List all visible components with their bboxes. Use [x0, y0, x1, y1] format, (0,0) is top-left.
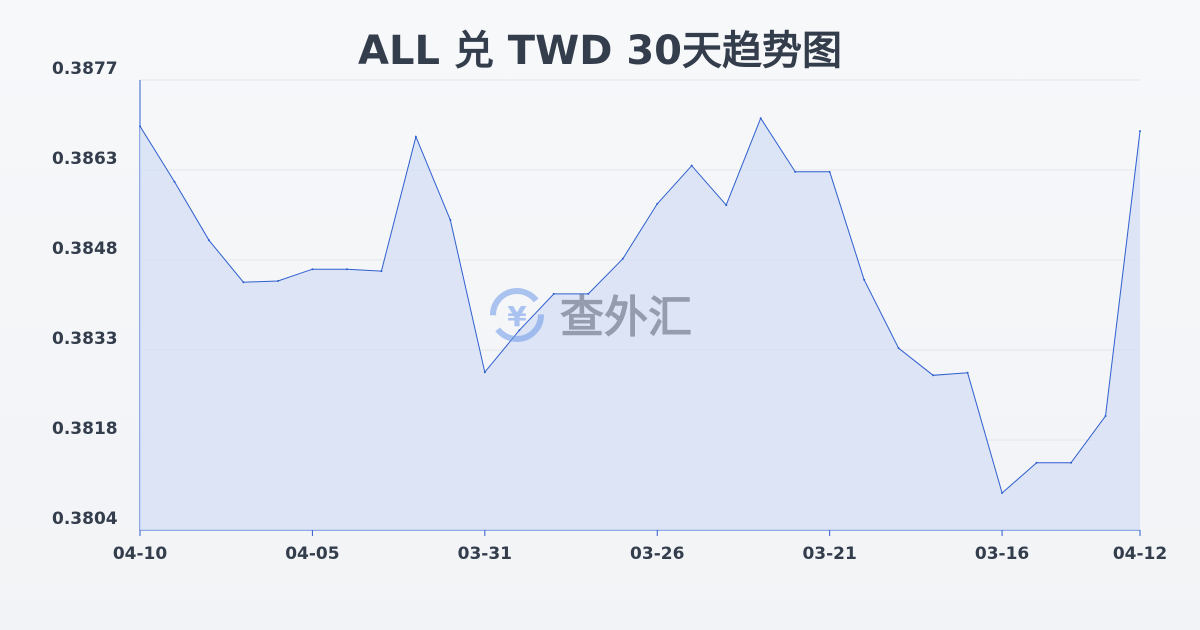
data-point	[483, 371, 486, 374]
data-point	[656, 202, 659, 205]
data-point	[242, 281, 245, 284]
data-points	[139, 117, 1141, 495]
series-area	[140, 118, 1140, 530]
chart-title: ALL 兑 TWD 30天趋势图	[358, 28, 842, 74]
watermark: ¥ 查外汇	[490, 288, 692, 343]
data-point	[897, 347, 900, 350]
x-tick-label: 04-10	[113, 544, 168, 564]
data-point	[518, 329, 521, 332]
x-tick-label: 03-16	[975, 544, 1029, 564]
data-point	[380, 270, 383, 273]
x-tick-label: 04-05	[285, 544, 339, 564]
x-tick-label: 04-12	[1113, 544, 1167, 564]
data-point	[552, 292, 555, 295]
y-tick-label: 0.3877	[52, 59, 118, 79]
data-point	[863, 278, 866, 281]
data-point	[690, 164, 693, 167]
data-point	[587, 292, 590, 295]
watermark-text: 查外汇	[560, 292, 692, 343]
series-line	[139, 117, 1141, 494]
y-tick-label: 0.3818	[52, 419, 118, 439]
data-point	[173, 180, 176, 183]
data-point	[449, 218, 452, 221]
data-point	[759, 117, 762, 120]
y-tick-label: 0.3804	[52, 509, 118, 529]
data-point	[932, 374, 935, 377]
data-point	[414, 135, 417, 138]
data-point	[1001, 492, 1004, 495]
y-tick-label: 0.3863	[52, 149, 118, 169]
data-point	[794, 170, 797, 173]
data-point	[828, 170, 831, 173]
data-point	[345, 268, 348, 271]
data-point	[621, 257, 624, 260]
data-point	[139, 125, 141, 128]
data-point	[1070, 461, 1073, 464]
x-tick-label: 03-31	[458, 544, 512, 564]
data-point	[1139, 130, 1141, 133]
x-tick-label: 03-26	[630, 544, 684, 564]
x-tick-label: 03-21	[802, 544, 856, 564]
data-point	[311, 268, 314, 271]
svg-text:¥: ¥	[507, 300, 527, 333]
data-point	[1035, 461, 1038, 464]
data-point	[966, 371, 969, 374]
data-point	[207, 239, 210, 242]
data-point	[276, 279, 279, 282]
yen-exchange-icon: ¥	[490, 288, 544, 342]
data-point	[1104, 414, 1107, 417]
y-tick-label: 0.3848	[52, 239, 118, 259]
y-tick-label: 0.3833	[52, 329, 118, 349]
data-point	[725, 204, 728, 207]
